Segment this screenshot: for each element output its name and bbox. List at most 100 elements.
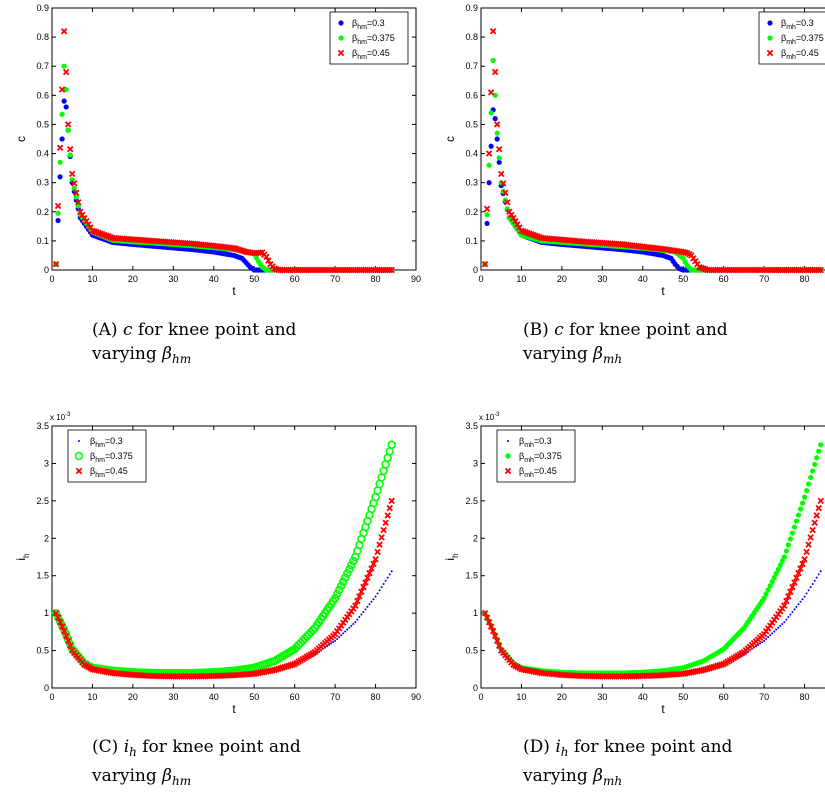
data-point	[328, 643, 331, 646]
data-point	[257, 249, 264, 256]
data-point	[813, 512, 820, 519]
chart-d: 010203040506070809000.511.522.533.5tihx …	[443, 412, 825, 716]
x-tick-label: 80	[800, 274, 810, 284]
legend-label-value: =0.45	[796, 48, 819, 58]
y-exponent-power: -3	[65, 412, 71, 418]
y-tick-label: 0.5	[36, 646, 49, 656]
y-axis-label: ih	[443, 553, 460, 560]
data-point	[765, 587, 771, 593]
data-point	[502, 189, 509, 197]
data-point	[500, 180, 507, 187]
data-point	[775, 566, 781, 572]
data-point	[771, 632, 774, 635]
data-point	[376, 541, 383, 548]
data-point	[805, 541, 812, 548]
data-point	[382, 519, 389, 526]
data-point	[54, 202, 62, 210]
data-point	[73, 189, 80, 197]
data-point	[364, 574, 371, 582]
data-point	[493, 121, 501, 128]
data-point	[818, 442, 824, 448]
data-point	[368, 565, 375, 572]
data-point	[339, 577, 348, 586]
y-tick-label: 0.4	[36, 149, 49, 159]
legend-label-sub: mh	[786, 54, 796, 61]
caption-b: (B) c for knee point and varying βmh	[523, 318, 823, 371]
data-point	[356, 593, 363, 600]
data-point	[66, 145, 74, 153]
x-tick-label: 90	[411, 692, 421, 702]
data-point	[799, 500, 806, 506]
data-point	[771, 574, 777, 581]
data-point	[795, 569, 802, 577]
data-point	[767, 583, 773, 589]
data-point	[265, 257, 272, 264]
data-point	[779, 558, 785, 564]
legend-label-value: =0.3	[796, 18, 814, 28]
series-group	[481, 28, 824, 274]
data-point	[380, 526, 387, 534]
data-point	[806, 481, 812, 487]
data-point	[358, 588, 365, 595]
data-point	[791, 524, 798, 530]
data-point	[488, 143, 494, 149]
x-tick-label: 50	[678, 274, 688, 284]
legend-marker	[767, 35, 773, 41]
data-point	[775, 628, 778, 631]
data-point	[815, 576, 818, 579]
data-point	[354, 597, 361, 605]
data-point	[388, 266, 395, 274]
data-point	[777, 562, 783, 568]
data-point	[803, 548, 810, 556]
data-point	[488, 110, 494, 116]
x-axis-label: t	[232, 702, 236, 716]
data-point	[777, 626, 780, 629]
data-point	[486, 162, 492, 168]
x-tick-label: 10	[87, 274, 97, 284]
data-point	[819, 570, 822, 573]
data-point	[481, 260, 489, 268]
data-point	[360, 613, 363, 616]
data-point	[263, 253, 270, 261]
x-tick-label: 10	[516, 692, 526, 702]
x-tick-label: 70	[759, 692, 769, 702]
data-point	[797, 603, 800, 606]
data-point	[368, 603, 371, 606]
data-point	[362, 579, 369, 586]
data-point	[814, 455, 820, 461]
data-point	[801, 494, 808, 500]
data-point	[336, 637, 339, 640]
legend-label-sub: hm	[95, 442, 105, 449]
data-point	[341, 573, 350, 582]
y-tick-label: 0.5	[36, 119, 49, 129]
y-tick-label: 0.9	[36, 3, 49, 13]
data-point	[489, 627, 497, 635]
legend-label-beta: β	[352, 33, 357, 43]
y-tick-label: 3.5	[36, 421, 49, 431]
x-tick-label: 50	[249, 692, 259, 702]
data-point	[334, 585, 344, 595]
data-point	[55, 217, 61, 224]
legend-label-value: =0.3	[534, 436, 552, 446]
data-point	[61, 63, 67, 69]
legend-label-value: =0.45	[105, 466, 128, 476]
legend-label-value: =0.3	[105, 436, 123, 446]
chart-a: 0 10 20 30 40 50 60 70 80 90 0 0.1 0.2 0.3 0.4 0.5 0.6 0.…	[14, 3, 421, 298]
caption-var: i	[123, 737, 130, 757]
legend-label: βhm=0.375	[90, 451, 133, 464]
data-point	[779, 624, 782, 627]
data-point	[384, 512, 391, 519]
x-tick-label: 20	[557, 274, 567, 284]
y-tick-label: 0	[44, 265, 49, 275]
data-point	[342, 632, 345, 635]
data-point	[348, 626, 351, 629]
legend-label-beta: β	[519, 451, 524, 461]
x-tick-label: 30	[597, 274, 607, 284]
y-tick-label: 0.2	[36, 207, 49, 217]
chart-panel-b: 0 10 20 30 40 50 60 70 80 90 0 0.1 0.2 0.3 0.4 0.5 0.6 0.…	[412, 0, 825, 300]
y-tick-label: 0.1	[36, 236, 49, 246]
legend-label-sub: mh	[524, 457, 534, 464]
x-tick-label: 40	[638, 274, 648, 284]
